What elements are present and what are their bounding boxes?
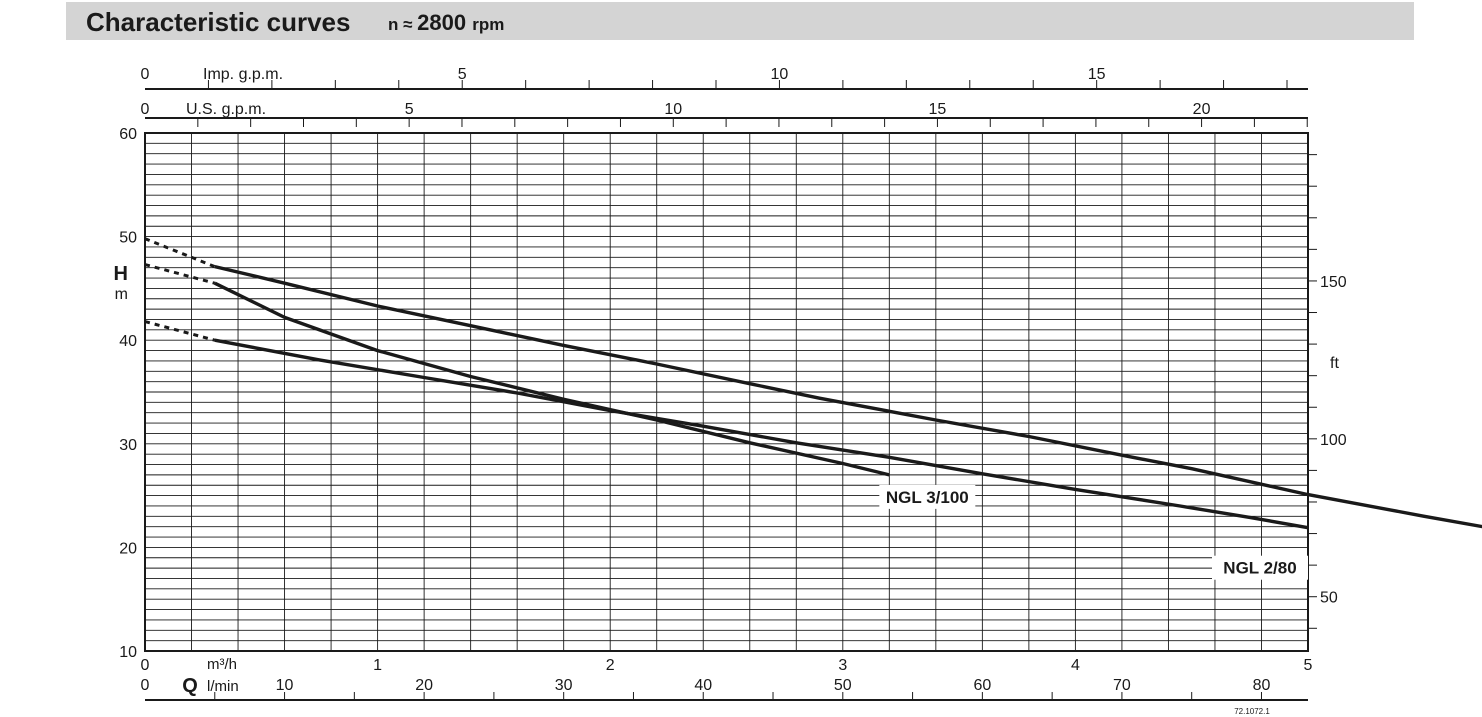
y-axis-symbol: H: [114, 263, 128, 285]
chart-title: Characteristic curves: [86, 7, 351, 37]
y-tick-label: 30: [119, 437, 137, 454]
x-axis-label-impgpm: Imp. g.p.m.: [203, 66, 283, 83]
series-extrapolation: [144, 263, 216, 285]
series-label: NGL 2/80: [1223, 559, 1296, 578]
x-tick-label-lmin: 30: [555, 677, 573, 694]
x-tick-label-impgpm: 0: [141, 66, 150, 83]
y-tick-label: 20: [119, 540, 137, 557]
x-tick-label-lmin: 70: [1113, 677, 1131, 694]
plot-frame: [144, 132, 1309, 652]
series-extrapolation: [144, 237, 216, 269]
y-tick-label: 10: [119, 644, 137, 661]
series-extrapolation: [144, 320, 216, 342]
x-tick-label-impgpm: 10: [771, 66, 789, 83]
x-axis-unit-m3h: m³/h: [207, 656, 237, 673]
x-tick-label-lmin: 50: [834, 677, 852, 694]
y2-tick-label: 50: [1320, 590, 1338, 607]
y2-axis-label: ft: [1330, 355, 1339, 372]
y-tick-label: 60: [119, 126, 137, 143]
x-tick-label-usgpm: 20: [1193, 101, 1211, 118]
series-line: [214, 281, 890, 477]
x-tick-label-m3h: 3: [838, 657, 847, 674]
x-tick-label-usgpm: 15: [929, 101, 947, 118]
x-tick-label-m3h: 1: [373, 657, 382, 674]
x-tick-label-lmin: 40: [694, 677, 712, 694]
x-tick-label-usgpm: 0: [141, 101, 150, 118]
x-tick-label-usgpm: 5: [405, 101, 414, 118]
x-tick-label-usgpm: 10: [664, 101, 682, 118]
figure-code: 72.1072.1: [1234, 707, 1270, 716]
series-label-bg: [1212, 555, 1308, 580]
x-tick-label-lmin: 80: [1253, 677, 1271, 694]
x-tick-label-lmin: 20: [415, 677, 433, 694]
speed-label: n ≈ 2800 rpm: [388, 10, 504, 36]
x-tick-label-lmin: 0: [141, 677, 150, 694]
speed-value: 2800: [417, 10, 467, 35]
x-tick-label-m3h: 2: [606, 657, 615, 674]
y-axis-unit: m: [115, 286, 128, 303]
series-line: [214, 264, 1482, 529]
series-line: [214, 338, 1309, 530]
x-tick-label-impgpm: 15: [1088, 66, 1106, 83]
x-tick-label-m3h: 4: [1071, 657, 1080, 674]
title-bar: Characteristic curves n ≈ 2800 rpm: [66, 2, 1414, 40]
speed-prefix: n ≈: [388, 15, 418, 34]
series-label: NGL 3/100: [886, 488, 969, 507]
x-tick-label-m3h: 5: [1304, 657, 1313, 674]
y-tick-label: 50: [119, 230, 137, 247]
y-tick-label: 40: [119, 333, 137, 350]
series-label-bg: [879, 484, 976, 509]
x-axis-label-usgpm: U.S. g.p.m.: [186, 101, 266, 118]
x-tick-label-lmin: 60: [973, 677, 991, 694]
x-tick-label-impgpm: 5: [458, 66, 467, 83]
x-tick-label-lmin: 10: [276, 677, 294, 694]
x-axis-symbol: Q: [182, 675, 198, 697]
speed-unit: rpm: [472, 15, 505, 34]
x-axis-unit-lmin: l/min: [207, 678, 239, 695]
x-tick-label-m3h: 0: [141, 657, 150, 674]
y2-tick-label: 150: [1320, 274, 1347, 291]
y2-tick-label: 100: [1320, 432, 1347, 449]
